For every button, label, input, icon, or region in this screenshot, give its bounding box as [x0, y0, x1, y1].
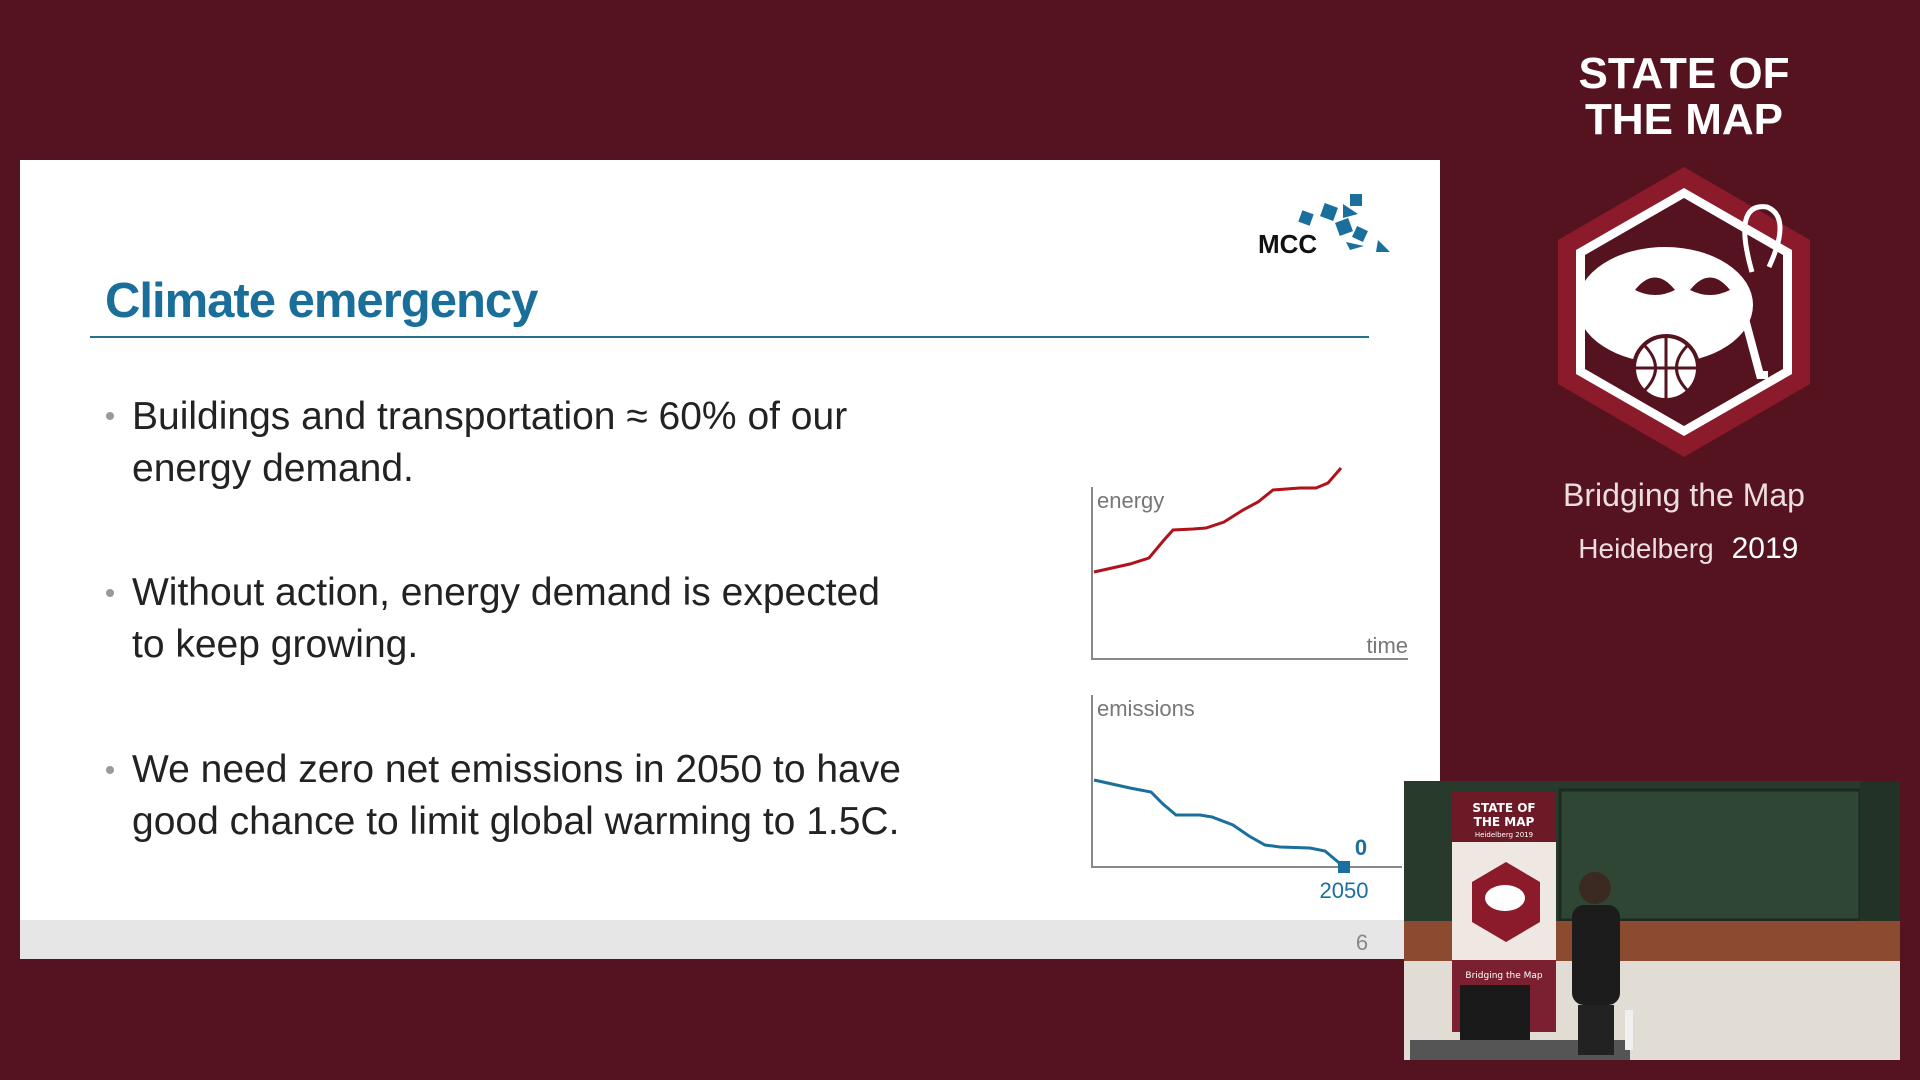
- bullet-line: Buildings and transportation ≈ 60% of ou…: [132, 395, 847, 438]
- axis-label: time: [1366, 633, 1408, 658]
- brand-year: 2019: [1732, 532, 1799, 565]
- axes: [1091, 487, 1408, 660]
- bullet-line: Without action, energy demand is expecte…: [132, 571, 880, 614]
- emissions-sketch: emissions 0 2050: [1091, 695, 1402, 903]
- bullet-line: energy demand.: [132, 447, 414, 490]
- bullet-dot: [106, 589, 114, 597]
- slide: MCC Climate emergency Buildings and tran…: [20, 160, 1440, 959]
- banner-text: STATE OF: [1472, 801, 1535, 815]
- brand-tagline: Bridging the Map: [1563, 477, 1805, 513]
- energy-sketch: energy time: [1091, 467, 1408, 660]
- banner-text: Heidelberg 2019: [1475, 831, 1533, 839]
- slide-footer: [20, 920, 1440, 959]
- axes: [1091, 695, 1402, 868]
- end-marker: [1338, 861, 1350, 873]
- bullet-list: Buildings and transportation ≈ 60% of ou…: [106, 395, 901, 843]
- bullet-line: We need zero net emissions in 2050 to ha…: [132, 748, 901, 791]
- emissions-curve: [1093, 778, 1345, 869]
- brand-title: THE MAP: [1585, 95, 1783, 144]
- webcam-inset: STATE OF THE MAP Heidelberg 2019 Bridgin…: [1404, 781, 1900, 1060]
- slide-title: Climate emergency: [105, 274, 538, 328]
- sidebar: STATE OF THE MAP Bridging the Map Heidel…: [1558, 49, 1810, 565]
- banner-text: Bridging the Map: [1465, 971, 1542, 981]
- bullet-line: to keep growing.: [132, 623, 418, 666]
- energy-curve: [1093, 467, 1343, 574]
- bullet-dot: [106, 412, 114, 420]
- zero-label: 0: [1355, 835, 1367, 860]
- page-number: 6: [1356, 930, 1368, 955]
- logo-mark: [1298, 194, 1390, 252]
- brand-emblem: [1558, 167, 1810, 457]
- brand-title: STATE OF: [1578, 49, 1789, 98]
- axis-label: energy: [1097, 488, 1164, 513]
- year-label: 2050: [1320, 878, 1369, 903]
- bullet-dot: [106, 766, 114, 774]
- slide-body: [20, 160, 1440, 959]
- logo-text: MCC: [1258, 229, 1317, 259]
- brand-location: Heidelberg: [1578, 533, 1713, 564]
- banner-text: THE MAP: [1474, 815, 1535, 829]
- axis-label: emissions: [1097, 696, 1195, 721]
- bullet-line: good chance to limit global warming to 1…: [132, 800, 899, 843]
